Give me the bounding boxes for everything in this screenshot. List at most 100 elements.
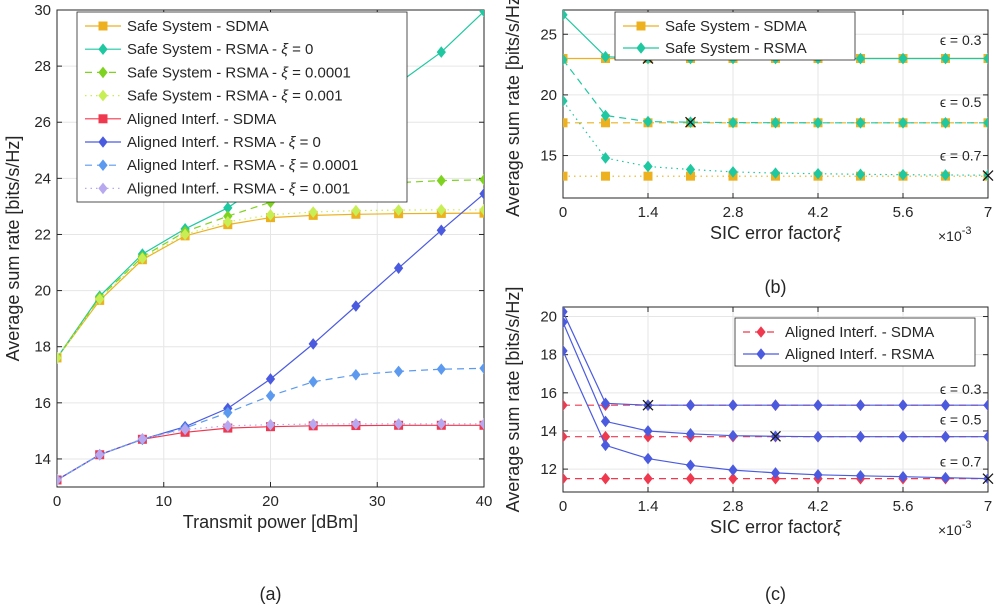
x-scale-exponent: -3: [962, 225, 972, 237]
legend: Safe System - SDMA Safe System - RSMA: [614, 11, 856, 61]
data-point: [643, 171, 653, 181]
data-point: [855, 430, 866, 443]
data-point: [137, 432, 148, 445]
data-point: [643, 425, 653, 437]
y-tick-label: 25: [540, 26, 557, 43]
chart-b: 0 1.4 2.8 4.2 5.6 7 15 20 25 SIC error factorξ ×10…: [503, 0, 994, 297]
data-point: [940, 399, 951, 412]
y-tick-label: 12: [540, 461, 557, 478]
x-scale-factor: ×10-3: [938, 519, 972, 538]
legend-marker: [756, 326, 766, 338]
data-point: [393, 262, 404, 274]
data-point: [770, 399, 781, 412]
data-point: [563, 399, 568, 412]
data-point: [563, 472, 568, 485]
data-point: [940, 169, 951, 181]
chart-a: 0 10 20 30 40 14 16 18 20 22 24 26 28 30 Transmit powe…: [3, 2, 492, 604]
y-axis-label: Average sum rate [bits/s/Hz]: [503, 0, 523, 217]
y-tick-label: 30: [34, 2, 51, 19]
data-point: [898, 430, 908, 443]
x-axis-label: SIC error factorξ: [710, 223, 842, 243]
data-point: [479, 418, 484, 430]
legend-marker: [98, 21, 108, 31]
legend-label: Aligned Interf. - SDMA: [785, 324, 934, 341]
data-point: [180, 228, 190, 241]
x-tick-label: 5.6: [893, 204, 914, 221]
data-point: [479, 10, 484, 18]
legend-label: Aligned Interf. - RSMA - ξ = 0.001: [127, 180, 350, 197]
data-point: [563, 10, 568, 21]
y-tick-label: 20: [540, 309, 557, 326]
legend-label: Safe System - RSMA: [665, 40, 807, 57]
x-tick-label: 2.8: [723, 498, 744, 515]
cross-marker: [770, 430, 781, 442]
cross-marker: [982, 170, 994, 182]
data-point: [601, 171, 610, 181]
data-point: [308, 418, 318, 430]
legend-label: Safe System - RSMA - ξ = 0.001: [127, 88, 343, 105]
legend-marker: [98, 114, 108, 124]
data-point: [770, 167, 781, 179]
data-point: [137, 252, 148, 265]
data-point: [643, 452, 653, 465]
data-point: [685, 399, 696, 412]
y-tick-label: 20: [34, 283, 51, 300]
series-aligned-interf-rsma-0-001: [57, 418, 484, 486]
data-point: [265, 418, 276, 431]
series-line: [563, 100, 988, 176]
data-point: [563, 118, 568, 128]
y-tick-label: 16: [540, 385, 557, 402]
legend-label: Safe System - RSMA - ξ = 0.0001: [127, 64, 351, 81]
cross-marker: [982, 473, 994, 485]
data-point: [685, 472, 696, 485]
epsilon-annotation: ϵ = 0.7: [940, 453, 982, 469]
data-point: [898, 168, 908, 181]
data-point: [898, 52, 908, 65]
data-point: [770, 116, 781, 129]
data-point: [728, 116, 738, 129]
data-point: [563, 430, 568, 443]
data-point: [265, 373, 276, 385]
data-point: [983, 399, 988, 412]
legend: Aligned Interf. - SDMA Aligned Interf. - …: [734, 317, 976, 367]
legend-box: [614, 11, 856, 61]
x-tick-label: 0: [53, 493, 61, 510]
y-tick-label: 16: [34, 395, 51, 412]
data-point: [600, 109, 611, 122]
legend-marker: [756, 348, 766, 360]
data-point: [600, 439, 611, 452]
series-line: [563, 350, 988, 480]
data-point: [563, 307, 568, 318]
x-tick-label: 4.2: [808, 498, 829, 515]
y-tick-label: 18: [34, 339, 51, 356]
data-point: [563, 316, 568, 329]
legend-label: Safe System - RSMA - ξ = 0: [127, 41, 313, 58]
series-safe-system-rsma-0-001: [57, 203, 484, 364]
data-point: [728, 399, 738, 412]
data-point: [436, 46, 446, 58]
data-point: [983, 472, 988, 485]
cross-marker: [685, 116, 696, 128]
data-point: [898, 470, 908, 483]
data-point: [393, 365, 404, 378]
data-point: [600, 397, 611, 410]
legend: Safe System - SDMA Safe System - RSMA - ξ…: [76, 11, 408, 203]
data-point: [563, 53, 568, 66]
data-point: [436, 418, 446, 430]
legend-label: Aligned Interf. - RSMA - ξ = 0.0001: [127, 157, 358, 174]
data-point: [563, 345, 568, 357]
y-tick-label: 26: [34, 114, 51, 131]
data-point: [223, 406, 233, 419]
x-axis-label: Transmit power [dBm]: [183, 512, 358, 532]
legend-box: [734, 317, 976, 367]
legend-box: [76, 11, 408, 203]
data-point: [855, 116, 866, 129]
x-tick-label: 1.4: [638, 204, 659, 221]
data-point: [813, 399, 823, 412]
x-tick-label: 20: [262, 493, 279, 510]
data-point: [685, 459, 696, 472]
series-line: [563, 59, 988, 124]
data-point: [436, 174, 446, 187]
x-axis-symbol: ξ: [833, 517, 842, 537]
legend-marker: [98, 159, 108, 172]
